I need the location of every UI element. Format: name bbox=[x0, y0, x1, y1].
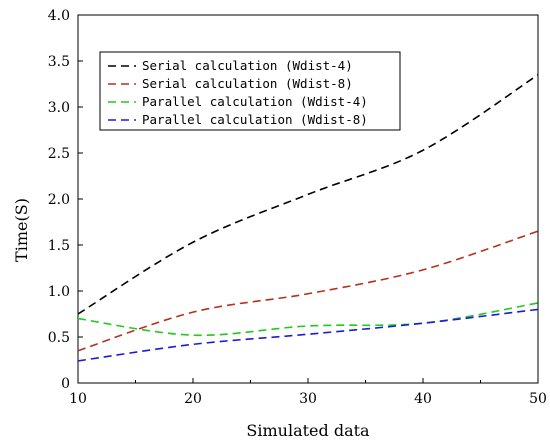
legend-label-1: Serial calculation (Wdist-4) bbox=[142, 58, 353, 73]
x-tick-label: 10 bbox=[69, 391, 87, 407]
x-tick-label: 50 bbox=[529, 391, 547, 407]
series-line-2 bbox=[77, 230, 539, 352]
x-axis: 10 20 30 40 50 bbox=[69, 378, 547, 407]
y-tick-label: 2.5 bbox=[48, 146, 70, 162]
legend-label-2: Serial calculation (Wdist-8) bbox=[142, 76, 353, 91]
x-axis-title: Simulated data bbox=[246, 421, 370, 440]
x-tick-label: 40 bbox=[414, 391, 432, 407]
y-axis-title: Time(S) bbox=[12, 198, 31, 262]
y-tick-label: 2.0 bbox=[48, 192, 70, 208]
y-tick-label: 0.5 bbox=[48, 330, 70, 346]
series-lines bbox=[77, 74, 539, 362]
series-line-3 bbox=[77, 302, 539, 337]
y-tick-label: 3.5 bbox=[48, 54, 70, 70]
y-tick-label: 4.0 bbox=[48, 8, 70, 24]
legend: Serial calculation (Wdist-4) Serial calcu… bbox=[99, 51, 401, 131]
legend-label-3: Parallel calculation (Wdist-4) bbox=[142, 94, 368, 109]
y-tick-label: 1.5 bbox=[48, 238, 70, 254]
y-tick-label: 1.0 bbox=[48, 284, 70, 300]
legend-box bbox=[99, 51, 401, 131]
y-tick-label: 3.0 bbox=[48, 100, 70, 116]
x-tick-label: 20 bbox=[184, 391, 202, 407]
y-tick-label: 0 bbox=[61, 376, 70, 392]
y-axis: 0 0.5 1.0 1.5 2.0 2.5 3.0 3.5 4.0 bbox=[48, 8, 83, 392]
series-line-1 bbox=[77, 74, 539, 315]
legend-label-4: Parallel calculation (Wdist-8) bbox=[142, 112, 368, 127]
x-tick-label: 30 bbox=[299, 391, 317, 407]
series-line-4 bbox=[77, 308, 539, 362]
